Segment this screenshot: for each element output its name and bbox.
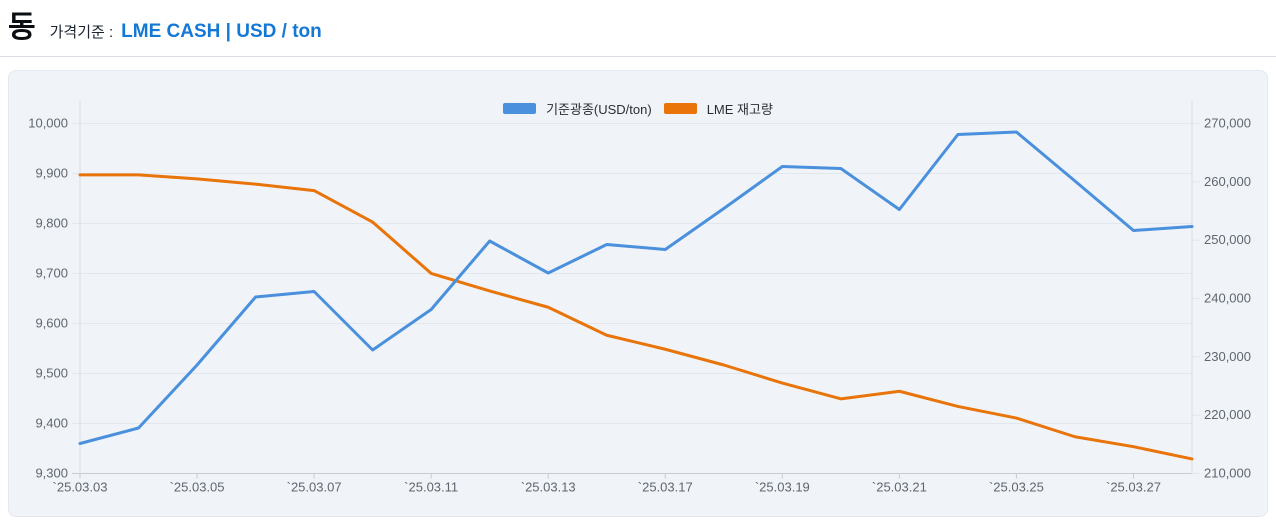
price-series-swatch [503, 103, 537, 114]
dual-axis-line-chart[interactable]: 10,000 9,900 9,800 9,700 9,600 9,500 9,400 9,30… [9, 71, 1267, 516]
right-axis-tick-label: 210,000 [1204, 466, 1251, 481]
legend-item-inventory[interactable]: LME 재고량 [663, 99, 773, 118]
x-axis-tick-label: `25.03.13 [521, 480, 576, 495]
right-axis-tick-label: 220,000 [1204, 407, 1251, 422]
left-axis-tick-label: 9,300 [35, 466, 68, 481]
price-series-label: 기준광종(USD/ton) [546, 102, 652, 117]
left-axis-tick-label: 9,700 [35, 266, 68, 281]
x-axis-tick-label: `25.03.25 [989, 480, 1044, 495]
chart-legend: 기준광종(USD/ton) LME 재고량 [9, 99, 1267, 118]
right-axis-tick-label: 250,000 [1204, 232, 1251, 247]
left-axis-tick-label: 9,600 [35, 316, 68, 331]
x-axis-tick-label: `25.03.17 [638, 480, 693, 495]
price-basis-value: LME CASH | USD / ton [121, 21, 322, 42]
page-header: 동 가격기준 : LME CASH | USD / ton [0, 0, 1276, 57]
left-axis-tick-label: 9,900 [35, 166, 68, 181]
price-basis-label: 가격기준 : [49, 24, 114, 41]
left-axis-tick-label: 10,000 [28, 116, 68, 131]
inventory-series-label: LME 재고량 [706, 102, 773, 117]
x-axis-tick-label: `25.03.03 [53, 480, 108, 495]
right-axis-tick-label: 240,000 [1204, 291, 1251, 306]
left-axis-tick-label: 9,800 [35, 216, 68, 231]
x-axis-tick-label: `25.03.05 [170, 480, 225, 495]
x-axis-tick-label: `25.03.19 [755, 480, 810, 495]
price-line[interactable] [78, 130, 1194, 445]
x-axis-tick-label: `25.03.11 [404, 480, 458, 495]
inventory-line[interactable] [78, 173, 1194, 461]
right-axis-tick-label: 260,000 [1204, 174, 1251, 189]
right-axis-tick-label: 230,000 [1204, 349, 1251, 364]
x-axis-tick-label: `25.03.27 [1106, 480, 1161, 495]
commodity-title: 동 [8, 11, 36, 44]
right-axis-tick-label: 270,000 [1204, 116, 1251, 131]
chart-panel: 기준광종(USD/ton) LME 재고량 10,000 9,900 9,800 9,… [8, 70, 1268, 517]
left-axis-tick-label: 9,400 [35, 416, 68, 431]
left-axis-tick-label: 9,500 [35, 366, 68, 381]
x-axis-tick-label: `25.03.07 [287, 480, 342, 495]
x-axis-tick-label: `25.03.21 [872, 480, 927, 495]
legend-item-price[interactable]: 기준광종(USD/ton) [503, 99, 652, 118]
inventory-series-swatch [663, 103, 697, 114]
